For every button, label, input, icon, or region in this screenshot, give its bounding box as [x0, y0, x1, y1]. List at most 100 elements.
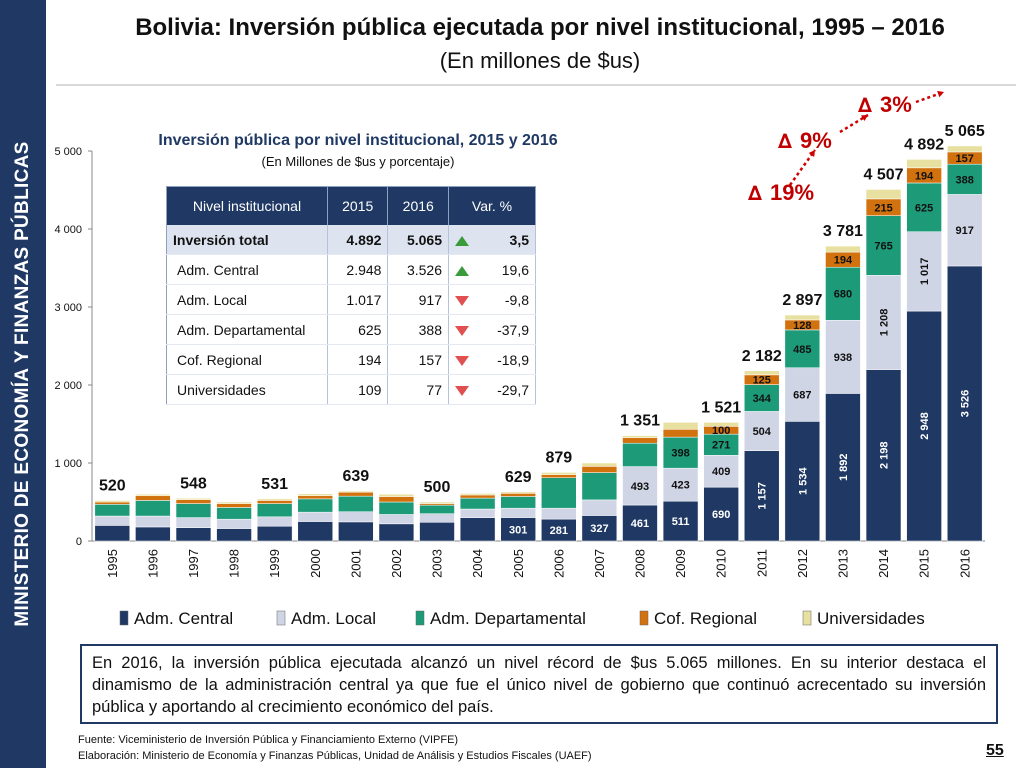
- bar-segment: [459, 517, 496, 542]
- inset-table: Nivel institucional 2015 2016 Var. % Inv…: [166, 186, 536, 405]
- value-2016: 388: [387, 314, 449, 345]
- segment-value-label: 917: [956, 225, 974, 237]
- bar-segment: [622, 504, 658, 542]
- bar-segment: [662, 422, 699, 430]
- bar-segment: [338, 521, 374, 542]
- legend-swatch: [802, 610, 812, 626]
- bar-segment: [94, 525, 130, 542]
- x-tick-label: 2005: [511, 549, 526, 578]
- segment-value-label: 327: [590, 523, 608, 535]
- x-tick-label: 1995: [105, 549, 120, 578]
- value-2015: 4.892: [327, 225, 389, 255]
- variation-value: -9,8: [504, 291, 529, 308]
- total-label: 520: [99, 477, 126, 494]
- bar-segment: [459, 494, 496, 499]
- growth-arrowhead: [808, 150, 815, 157]
- legend-swatch: [276, 610, 286, 626]
- total-label: 2 897: [782, 292, 822, 309]
- bar-segment: [500, 493, 536, 497]
- total-label: 2 182: [742, 348, 782, 365]
- segment-value-label: 157: [956, 153, 974, 165]
- x-tick-label: 2006: [551, 549, 566, 578]
- triangle-down-icon: [455, 295, 469, 306]
- total-label: 629: [505, 469, 532, 486]
- row-label: Adm. Central: [166, 254, 328, 285]
- legend-label: Adm. Central: [134, 609, 233, 628]
- bar-segment: [541, 472, 577, 475]
- variation-value: -18,9: [497, 351, 529, 368]
- x-tick-label: 1997: [186, 549, 201, 578]
- inset-row: Adm. Central 2.948 3.526 19,6: [166, 254, 536, 285]
- bar-segment: [906, 231, 942, 312]
- bar-segment: [744, 450, 780, 542]
- bar-segment: [94, 500, 130, 503]
- legend-label: Adm. Local: [291, 609, 376, 628]
- bar-segment: [622, 442, 658, 467]
- x-tick-label: 2008: [633, 549, 648, 578]
- x-tick-label: 2001: [348, 549, 363, 578]
- bar-segment: [906, 310, 942, 542]
- x-tick-label: 2002: [389, 549, 404, 578]
- bar-segment: [662, 429, 699, 438]
- inset-row: Cof. Regional 194 157 -18,9: [166, 344, 536, 375]
- bar-segment: [338, 492, 374, 497]
- bar-segment: [906, 182, 942, 232]
- segment-value-label: 485: [793, 344, 811, 356]
- stacked-bar-chart: 0 1 000 2 000 3 000 4 000 5 000 301 281 327 461 51…: [54, 90, 985, 628]
- bar-segment: [744, 370, 780, 376]
- header-nivel: Nivel institucional: [166, 186, 328, 225]
- segment-value-label: 271: [712, 440, 730, 452]
- x-tick-label: 2003: [430, 549, 445, 578]
- variation-value: 19,6: [501, 261, 529, 278]
- bar-segment: [581, 462, 618, 467]
- bar-segment: [419, 513, 455, 523]
- elaboration-note: Elaboración: Ministerio de Economía y Fi…: [78, 750, 592, 762]
- segment-value-label: 1 017: [919, 258, 931, 286]
- segment-value-label: 765: [874, 240, 892, 252]
- bar-segment: [459, 508, 496, 518]
- bar-segment: [703, 455, 739, 488]
- bar-segment: [906, 159, 942, 169]
- y-tick-label: 4 000: [54, 224, 82, 236]
- y-tick-label: 5 000: [54, 146, 82, 158]
- row-label: Cof. Regional: [166, 344, 328, 375]
- inset-title: Inversión pública por nivel instituciona…: [158, 132, 558, 149]
- bar-segment: [94, 501, 130, 505]
- triangle-down-icon: [455, 385, 469, 396]
- bar-segment: [378, 523, 415, 542]
- segment-value-label: 511: [672, 516, 690, 528]
- bar-segment: [256, 500, 293, 504]
- bar-segment: [216, 518, 252, 529]
- bar-segment: [297, 511, 333, 522]
- bar-segment: [338, 490, 374, 493]
- bar-segment: [784, 367, 821, 422]
- bar-segment: [703, 422, 739, 427]
- bar-segment: [135, 495, 171, 501]
- x-tick-label: 2015: [917, 549, 932, 578]
- growth-arrowhead: [861, 115, 868, 122]
- bar-segment: [825, 266, 861, 321]
- bar-segment: [419, 522, 455, 542]
- bar-segment: [784, 314, 821, 321]
- y-tick-label: 1 000: [54, 458, 82, 470]
- triangle-up-icon: [455, 265, 469, 276]
- segment-value-label: 194: [915, 170, 934, 182]
- bar-segment: [541, 507, 577, 520]
- bar-segment: [865, 275, 902, 370]
- bar-segment: [94, 515, 130, 526]
- page-subtitle: (En millones de $us): [439, 48, 641, 73]
- x-tick-label: 2007: [592, 549, 607, 578]
- segment-value-label: 194: [834, 255, 853, 267]
- value-2015: 2.948: [327, 254, 389, 285]
- row-label: Adm. Local: [166, 284, 328, 315]
- growth-arrow: [788, 149, 817, 186]
- total-label: 3 781: [823, 223, 863, 240]
- bar-segment: [135, 500, 171, 517]
- value-2015: 109: [327, 374, 389, 405]
- bar-segment: [94, 504, 130, 517]
- bar-segment: [297, 493, 333, 497]
- inset-row: Inversión total 4.892 5.065 3,5: [166, 225, 536, 255]
- segment-value-label: 461: [631, 518, 649, 530]
- segment-value-label: 398: [671, 448, 689, 460]
- x-tick-label: 2014: [876, 549, 891, 578]
